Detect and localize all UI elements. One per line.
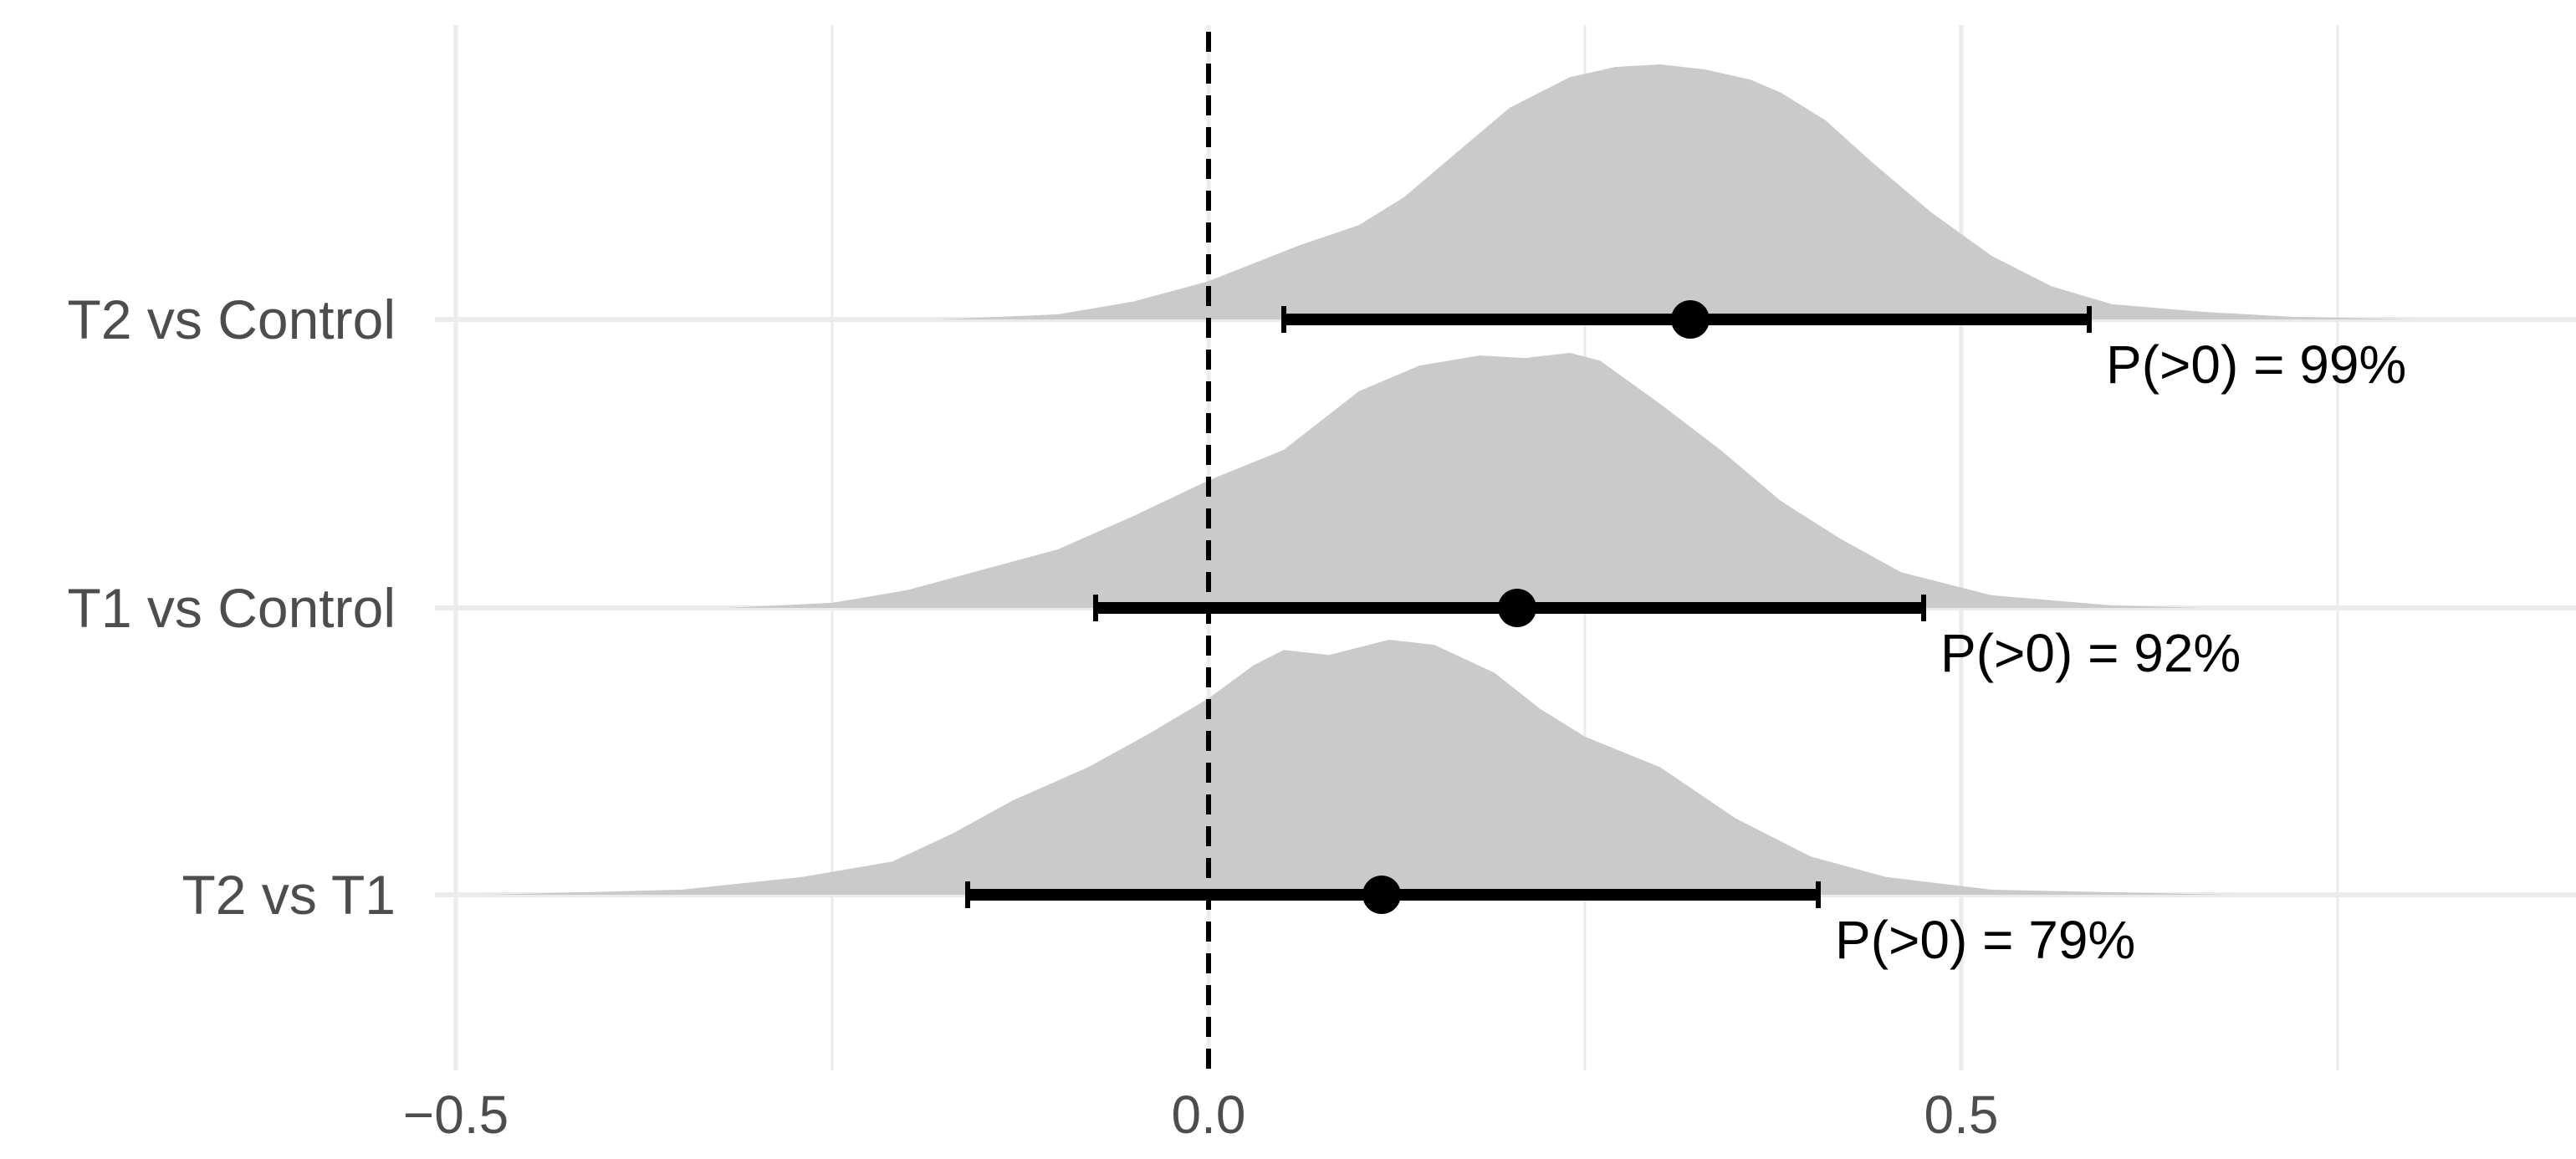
row-label: T2 vs Control <box>68 288 396 350</box>
point-estimate <box>1498 589 1536 627</box>
point-estimate <box>1362 876 1401 914</box>
x-tick-label: −0.5 <box>403 1085 509 1145</box>
interval-layer <box>965 300 2092 914</box>
point-estimate <box>1671 300 1710 339</box>
probability-label: P(>0) = 92% <box>1940 623 2241 683</box>
density-3 <box>486 640 2232 895</box>
probability-label: P(>0) = 79% <box>1835 910 2135 970</box>
row-label: T2 vs T1 <box>181 864 396 926</box>
x-tick-label: 0.0 <box>1172 1085 1246 1145</box>
density-1 <box>938 64 2413 319</box>
density-layer <box>486 64 2413 895</box>
label-layer: T2 vs Control T1 vs Control T2 vs T1 P(>0) … <box>68 288 2407 1145</box>
density-2 <box>727 353 2202 608</box>
x-tick-label: 0.5 <box>1924 1085 1999 1145</box>
row-label: T1 vs Control <box>68 577 396 639</box>
probability-label: P(>0) = 99% <box>2106 334 2406 395</box>
